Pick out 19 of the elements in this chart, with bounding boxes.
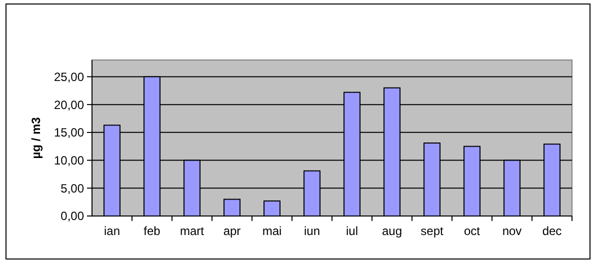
x-tick-label: sept (420, 224, 444, 238)
x-tick-label: dec (542, 224, 562, 238)
x-tick-label: mart (180, 224, 205, 238)
y-tick-label: 25,00 (54, 70, 84, 84)
y-axis-title: µg / m3 (29, 116, 43, 159)
x-tick-label: apr (223, 224, 241, 238)
x-tick-label: iun (304, 224, 320, 238)
x-tick-label: oct (464, 224, 481, 238)
y-tick-label: 10,00 (54, 153, 84, 168)
x-tick-label: iul (346, 224, 358, 238)
x-tick-label: ian (104, 224, 120, 238)
y-tick-label: 15,00 (54, 126, 84, 140)
y-tick-label: 20,00 (54, 98, 84, 112)
y-tick-label: 5,00 (60, 181, 84, 196)
x-tick-label: nov (502, 224, 522, 238)
x-tick-label: aug (382, 224, 402, 238)
x-tick-label: mai (262, 224, 282, 238)
x-tick-label: feb (144, 224, 161, 238)
y-tick-label: 0,00 (60, 209, 84, 224)
